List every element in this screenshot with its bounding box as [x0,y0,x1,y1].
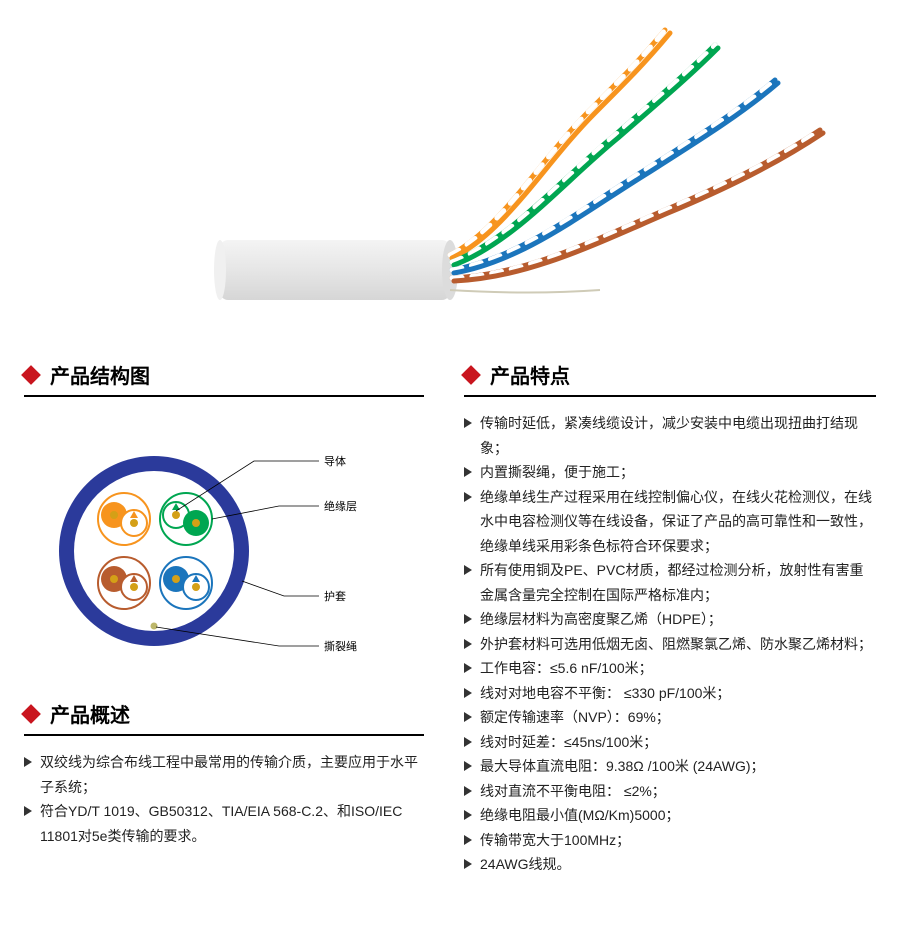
feature-text: 内置撕裂绳，便于施工； [480,460,634,485]
label-conductor: 导体 [324,454,346,468]
overview-text: 双绞线为综合布线工程中最常用的传输介质，主要应用于水平子系统； [40,750,424,799]
structure-section-title: 产品结构图 [24,360,424,397]
feature-text: 传输时延低，紧凑线缆设计，减少安装中电缆出现扭曲打结现象； [480,411,876,460]
product-photo [0,0,900,360]
feature-item: 线对直流不平衡电阻： ≤2%； [464,779,876,804]
structure-diagram: 导体 绝缘层 护套 撕裂绳 [24,411,424,671]
overview-text: 符合YD/T 1019、GB50312、TIA/EIA 568-C.2、和ISO… [40,799,424,848]
twisted-pair-blue [452,80,778,273]
triangle-bullet-icon [464,467,472,477]
feature-item: 24AWG线规。 [464,852,876,877]
feature-item: 线对时延差：≤45ns/100米； [464,730,876,755]
feature-item: 外护套材料可选用低烟无卤、阻燃聚氯乙烯、防水聚乙烯材料； [464,632,876,657]
feature-item: 传输时延低，紧凑线缆设计，减少安装中电缆出现扭曲打结现象； [464,411,876,460]
features-section-title: 产品特点 [464,360,876,397]
label-insulation: 绝缘层 [324,499,357,513]
feature-item: 传输带宽大于100MHz； [464,828,876,853]
feature-item: 工作电容：≤5.6 nF/100米； [464,656,876,681]
triangle-bullet-icon [464,859,472,869]
feature-text: 最大导体直流电阻：9.38Ω /100米 (24AWG)； [480,754,765,779]
triangle-bullet-icon [464,663,472,673]
feature-item: 内置撕裂绳，便于施工； [464,460,876,485]
feature-item: 绝缘电阻最小值(MΩ/Km)5000； [464,803,876,828]
label-jacket: 护套 [324,589,346,603]
feature-text: 绝缘层材料为高密度聚乙烯（HDPE）； [480,607,722,632]
triangle-bullet-icon [464,786,472,796]
label-ripcord: 撕裂绳 [324,639,357,653]
feature-item: 额定传输速率（NVP）：69%； [464,705,876,730]
triangle-bullet-icon [24,757,32,767]
feature-text: 传输带宽大于100MHz； [480,828,630,853]
diamond-icon [21,365,41,385]
triangle-bullet-icon [464,835,472,845]
overview-section-title: 产品概述 [24,699,424,736]
triangle-bullet-icon [464,737,472,747]
features-title-text: 产品特点 [490,360,570,389]
feature-item: 最大导体直流电阻：9.38Ω /100米 (24AWG)； [464,754,876,779]
triangle-bullet-icon [464,761,472,771]
triangle-bullet-icon [24,806,32,816]
overview-item: 双绞线为综合布线工程中最常用的传输介质，主要应用于水平子系统； [24,750,424,799]
feature-item: 线对对地电容不平衡： ≤330 pF/100米； [464,681,876,706]
feature-item: 绝缘单线生产过程采用在线控制偏心仪，在线火花检测仪，在线水中电容检测仪等在线设备… [464,485,876,559]
feature-item: 绝缘层材料为高密度聚乙烯（HDPE）； [464,607,876,632]
overview-item: 符合YD/T 1019、GB50312、TIA/EIA 568-C.2、和ISO… [24,799,424,848]
overview-list: 双绞线为综合布线工程中最常用的传输介质，主要应用于水平子系统；符合YD/T 10… [24,750,424,848]
feature-item: 所有使用铜及PE、PVC材质，都经过检测分析，放射性有害重金属含量完全控制在国际… [464,558,876,607]
triangle-bullet-icon [464,688,472,698]
feature-text: 工作电容：≤5.6 nF/100米； [480,656,653,681]
feature-text: 线对对地电容不平衡： ≤330 pF/100米； [480,681,730,706]
diamond-icon [21,704,41,724]
feature-text: 绝缘电阻最小值(MΩ/Km)5000； [480,803,680,828]
feature-text: 线对时延差：≤45ns/100米； [480,730,657,755]
feature-text: 外护套材料可选用低烟无卤、阻燃聚氯乙烯、防水聚乙烯材料； [480,632,872,657]
inner-cavity [74,471,234,631]
diamond-icon [461,365,481,385]
cable-jacket [220,240,450,300]
structure-title-text: 产品结构图 [50,360,150,389]
ripcord-strand [450,290,600,293]
feature-text: 所有使用铜及PE、PVC材质，都经过检测分析，放射性有害重金属含量完全控制在国际… [480,558,876,607]
feature-text: 线对直流不平衡电阻： ≤2%； [480,779,666,804]
triangle-bullet-icon [464,565,472,575]
triangle-bullet-icon [464,614,472,624]
cable-start [214,240,226,300]
feature-text: 额定传输速率（NVP）：69%； [480,705,670,730]
triangle-bullet-icon [464,492,472,502]
triangle-bullet-icon [464,639,472,649]
features-list: 传输时延低，紧凑线缆设计，减少安装中电缆出现扭曲打结现象；内置撕裂绳，便于施工；… [464,411,876,877]
ripcord-dot [151,623,158,630]
triangle-bullet-icon [464,810,472,820]
triangle-bullet-icon [464,712,472,722]
overview-title-text: 产品概述 [50,699,130,728]
feature-text: 绝缘单线生产过程采用在线控制偏心仪，在线火花检测仪，在线水中电容检测仪等在线设备… [480,485,876,559]
triangle-bullet-icon [464,418,472,428]
feature-text: 24AWG线规。 [480,852,571,877]
